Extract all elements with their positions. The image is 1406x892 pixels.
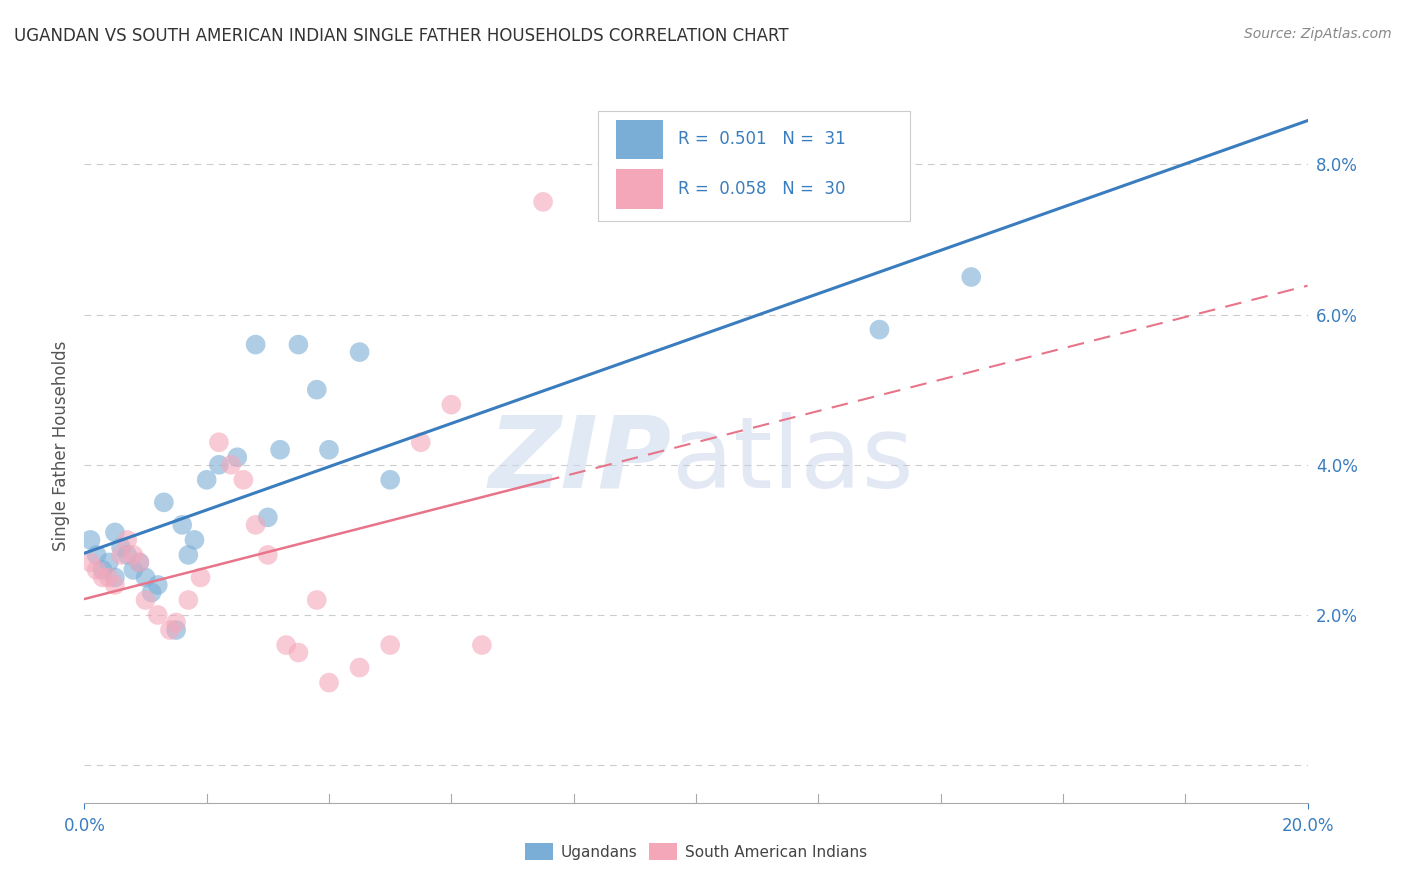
Text: R =  0.058   N =  30: R = 0.058 N = 30 — [678, 180, 845, 198]
Point — [232, 473, 254, 487]
Point — [104, 578, 127, 592]
Point — [146, 578, 169, 592]
FancyBboxPatch shape — [616, 169, 664, 209]
Point — [86, 563, 108, 577]
Point — [245, 517, 267, 532]
Point — [195, 473, 218, 487]
Point — [122, 548, 145, 562]
Point — [159, 623, 181, 637]
Point — [135, 570, 157, 584]
Point — [86, 548, 108, 562]
Point — [276, 638, 298, 652]
Point — [349, 345, 371, 359]
Point — [380, 473, 402, 487]
Point — [471, 638, 494, 652]
Point — [165, 623, 187, 637]
Text: Source: ZipAtlas.com: Source: ZipAtlas.com — [1244, 27, 1392, 41]
Point — [226, 450, 249, 465]
Point — [183, 533, 205, 547]
Point — [110, 548, 132, 562]
Text: atlas: atlas — [672, 412, 912, 508]
Point — [128, 556, 150, 570]
Point — [104, 570, 127, 584]
Point — [380, 638, 402, 652]
Point — [269, 442, 291, 457]
Point — [110, 541, 132, 555]
Point — [208, 435, 231, 450]
FancyBboxPatch shape — [598, 111, 910, 221]
Point — [318, 442, 340, 457]
Point — [79, 556, 101, 570]
Point — [245, 337, 267, 351]
Point — [305, 593, 328, 607]
Point — [349, 660, 371, 674]
Legend: Ugandans, South American Indians: Ugandans, South American Indians — [519, 837, 873, 866]
Point — [869, 322, 891, 336]
Text: R =  0.501   N =  31: R = 0.501 N = 31 — [678, 130, 845, 148]
Point — [257, 548, 280, 562]
Point — [128, 556, 150, 570]
Point — [91, 570, 114, 584]
Point — [91, 563, 114, 577]
Point — [115, 548, 138, 562]
Point — [287, 646, 309, 660]
Point — [190, 570, 212, 584]
Point — [79, 533, 101, 547]
Point — [153, 495, 176, 509]
Point — [219, 458, 242, 472]
Point — [440, 398, 463, 412]
Point — [318, 675, 340, 690]
Point — [165, 615, 187, 630]
Point — [122, 563, 145, 577]
Point — [97, 556, 120, 570]
Point — [177, 548, 200, 562]
Point — [305, 383, 328, 397]
Point — [115, 533, 138, 547]
Point — [409, 435, 432, 450]
Text: ZIP: ZIP — [488, 412, 672, 508]
Point — [531, 194, 554, 209]
Point — [104, 525, 127, 540]
Point — [146, 607, 169, 622]
Point — [257, 510, 280, 524]
Point — [960, 270, 983, 285]
Point — [135, 593, 157, 607]
FancyBboxPatch shape — [616, 120, 664, 159]
Point — [97, 570, 120, 584]
Y-axis label: Single Father Households: Single Father Households — [52, 341, 70, 551]
Point — [287, 337, 309, 351]
Point — [141, 585, 163, 599]
Point — [177, 593, 200, 607]
Point — [172, 517, 194, 532]
Text: UGANDAN VS SOUTH AMERICAN INDIAN SINGLE FATHER HOUSEHOLDS CORRELATION CHART: UGANDAN VS SOUTH AMERICAN INDIAN SINGLE … — [14, 27, 789, 45]
Point — [208, 458, 231, 472]
